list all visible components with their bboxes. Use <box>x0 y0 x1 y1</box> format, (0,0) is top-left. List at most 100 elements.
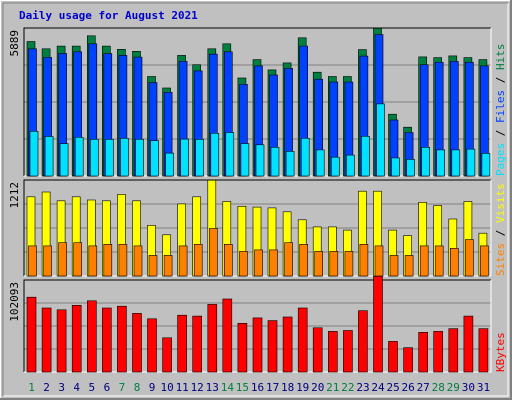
day-label-16: 16 <box>251 381 264 394</box>
bar-sites-day-7 <box>118 244 128 277</box>
bar-pages-day-31 <box>481 153 491 177</box>
max-value-label: 102093 <box>8 282 21 322</box>
max-value-label: 5889 <box>8 30 21 57</box>
bar-kbytes-day-18 <box>282 316 293 373</box>
legend-entry: Pages <box>494 143 507 176</box>
max-value-label: 1212 <box>8 182 21 209</box>
bar-pages-day-15 <box>240 143 250 177</box>
day-label-9: 9 <box>149 381 156 394</box>
day-label-11: 11 <box>176 381 189 394</box>
bar-pages-day-13 <box>210 133 220 177</box>
panel-kbytes: 102093 KBytes <box>8 275 507 373</box>
bar-sites-day-1 <box>28 245 37 277</box>
day-label-6: 6 <box>104 381 111 394</box>
bar-kbytes-day-27 <box>418 331 429 373</box>
legend: Sites / Visits <box>494 183 507 276</box>
bar-sites-day-25 <box>389 255 399 277</box>
bar-kbytes-day-8 <box>132 313 142 373</box>
day-label-25: 25 <box>386 381 399 394</box>
legend-entry: / <box>494 223 507 243</box>
bar-kbytes-day-11 <box>177 314 187 373</box>
bar-pages-day-9 <box>150 140 159 177</box>
bar-sites-day-26 <box>404 255 414 277</box>
bar-sites-day-8 <box>133 245 143 277</box>
day-label-22: 22 <box>341 381 354 394</box>
bar-pages-day-29 <box>451 149 461 177</box>
bar-kbytes-day-28 <box>433 331 444 373</box>
bar-pages-day-10 <box>165 152 174 177</box>
bar-kbytes-day-20 <box>312 327 323 373</box>
bar-kbytes-day-13 <box>207 304 218 373</box>
day-label-18: 18 <box>281 381 294 394</box>
day-label-23: 23 <box>356 381 369 394</box>
day-label-8: 8 <box>134 381 141 394</box>
day-label-14: 14 <box>221 381 235 394</box>
bar-sites-day-11 <box>178 245 188 277</box>
legend: KBytes <box>494 332 507 372</box>
legend-entry: Files <box>494 90 507 123</box>
bar-kbytes-day-29 <box>448 328 459 373</box>
day-label-4: 4 <box>73 381 80 394</box>
day-label-31: 31 <box>477 381 490 394</box>
bar-kbytes-day-6 <box>102 307 112 373</box>
bar-kbytes-day-5 <box>87 300 97 373</box>
legend-entry: Sites <box>494 243 507 276</box>
bar-kbytes-day-21 <box>327 331 338 373</box>
bar-sites-day-13 <box>209 228 218 277</box>
legend-entry: KBytes <box>494 332 507 372</box>
chart-title: Daily usage for August 2021 <box>19 9 198 22</box>
bar-sites-day-20 <box>314 251 324 277</box>
bar-kbytes-day-4 <box>71 304 82 373</box>
day-label-15: 15 <box>236 381 249 394</box>
legend: Pages / Files / Hits <box>494 44 507 177</box>
bar-pages-day-26 <box>406 159 415 177</box>
legend-entry: Visits <box>494 183 507 223</box>
day-label-27: 27 <box>417 381 430 394</box>
day-label-2: 2 <box>43 381 50 394</box>
day-label-5: 5 <box>88 381 95 394</box>
bar-kbytes-day-24 <box>373 275 383 373</box>
bar-sites-day-6 <box>103 244 113 277</box>
bar-kbytes-day-31 <box>478 328 489 373</box>
bar-pages-day-4 <box>74 137 84 177</box>
bar-pages-day-25 <box>391 157 400 177</box>
bar-sites-day-29 <box>449 248 459 277</box>
day-label-13: 13 <box>206 381 219 394</box>
bar-pages-day-21 <box>330 156 340 177</box>
bar-sites-day-22 <box>344 251 354 277</box>
panel-hits-files-pages: 5889 Pages / Files / Hits <box>8 27 507 177</box>
day-label-20: 20 <box>311 381 324 394</box>
bar-sites-day-9 <box>148 255 158 277</box>
chart-panels: 5889 Pages / Files / Hits 1212 Sites / Visi… <box>8 27 507 373</box>
bar-kbytes-day-2 <box>41 307 52 373</box>
bar-pages-day-14 <box>225 132 235 177</box>
bar-kbytes-day-10 <box>162 337 172 373</box>
bar-kbytes-day-9 <box>147 318 157 373</box>
bar-sites-day-21 <box>329 251 339 277</box>
bar-pages-day-16 <box>255 144 265 177</box>
legend-entry: Hits <box>494 44 507 71</box>
bar-kbytes-day-15 <box>237 322 248 373</box>
day-label-17: 17 <box>266 381 279 394</box>
bar-kbytes-day-23 <box>358 310 368 373</box>
bar-pages-day-1 <box>29 131 39 177</box>
bar-kbytes-day-22 <box>343 330 353 373</box>
bar-pages-day-28 <box>436 149 446 177</box>
bar-sites-day-15 <box>239 251 248 277</box>
bar-pages-day-20 <box>315 149 325 177</box>
bar-pages-day-7 <box>120 138 129 177</box>
bar-sites-day-12 <box>193 244 203 277</box>
bar-sites-day-23 <box>359 244 369 277</box>
day-label-29: 29 <box>447 381 460 394</box>
bar-pages-day-3 <box>59 143 69 177</box>
bar-sites-day-18 <box>284 242 293 277</box>
bar-pages-day-24 <box>376 103 385 177</box>
bar-pages-day-8 <box>135 139 144 177</box>
bar-kbytes-day-26 <box>403 347 413 373</box>
bar-sites-day-5 <box>88 245 98 277</box>
bar-sites-day-2 <box>43 245 52 277</box>
bar-sites-day-3 <box>58 242 67 277</box>
bar-kbytes-day-17 <box>267 320 278 373</box>
bar-pages-day-27 <box>421 147 431 177</box>
